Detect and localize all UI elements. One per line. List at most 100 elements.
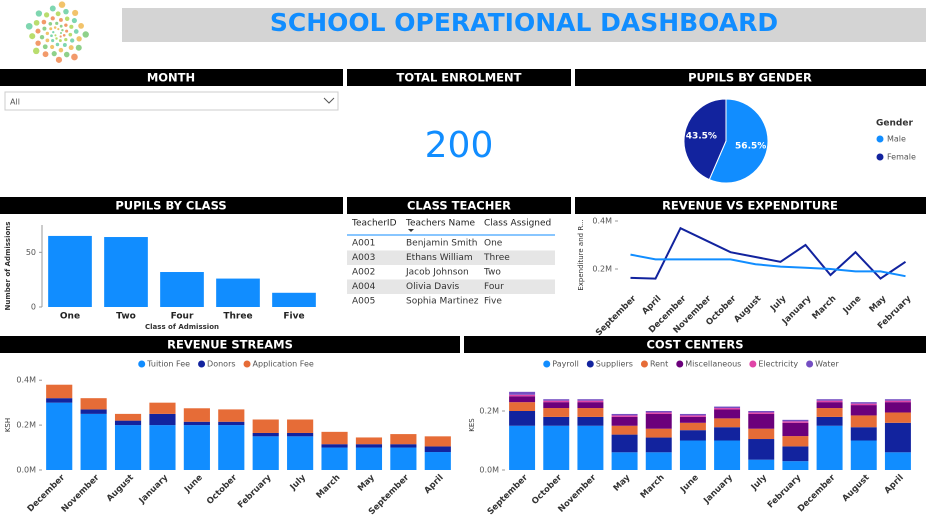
bar-segment bbox=[355, 444, 383, 448]
bar-segment bbox=[611, 434, 638, 453]
bar-segment bbox=[884, 402, 911, 413]
bar-segment bbox=[679, 440, 706, 470]
table-cell: Jacob Johnson bbox=[405, 268, 469, 278]
panel-title: PUPILS BY GENDER bbox=[688, 71, 812, 85]
bar-segment bbox=[850, 427, 877, 441]
bar-segment bbox=[645, 428, 672, 438]
x-tick-label: August bbox=[105, 473, 136, 504]
bar-segment bbox=[714, 409, 741, 419]
bar-segment bbox=[714, 406, 741, 409]
table-cell: Five bbox=[484, 297, 502, 307]
kpi-value: 200 bbox=[425, 125, 494, 166]
logo-dot bbox=[55, 42, 60, 47]
x-tick-label: September bbox=[594, 293, 639, 338]
data-label: 43.5% bbox=[686, 131, 717, 141]
bar-segment bbox=[321, 447, 348, 470]
dashboard-title: SCHOOL OPERATIONAL DASHBOARD bbox=[270, 8, 778, 37]
bar-segment bbox=[645, 452, 672, 470]
bar-segment bbox=[218, 409, 245, 422]
bar-segment bbox=[577, 399, 604, 401]
bar-segment bbox=[509, 394, 536, 397]
logo-dot bbox=[33, 19, 40, 26]
bar-segment bbox=[390, 447, 417, 470]
bar-segment bbox=[424, 446, 451, 453]
y-tick-label: 0.2M bbox=[592, 265, 612, 274]
panel-header bbox=[464, 336, 926, 353]
table-cell: A005 bbox=[352, 297, 375, 307]
month-dropdown[interactable] bbox=[4, 91, 339, 111]
legend-marker bbox=[243, 360, 251, 368]
table-cell: One bbox=[484, 239, 503, 249]
bar-segment bbox=[577, 416, 604, 426]
bar-segment bbox=[816, 408, 843, 417]
bar-segment bbox=[509, 411, 536, 426]
logo-dot bbox=[35, 10, 43, 17]
logo-dot bbox=[55, 21, 59, 25]
bar-segment bbox=[509, 402, 536, 411]
x-tick-label: March bbox=[639, 473, 667, 501]
bar-segment bbox=[149, 402, 176, 414]
legend-marker bbox=[806, 360, 814, 368]
logo-dot bbox=[39, 34, 45, 40]
logo-dot bbox=[76, 36, 82, 42]
bar-segment bbox=[543, 408, 570, 417]
panel-title: TOTAL ENROLMENT bbox=[396, 71, 521, 85]
legend-label: Male bbox=[887, 135, 906, 144]
bar-segment bbox=[46, 402, 73, 470]
logo-dot bbox=[69, 24, 74, 29]
logo-dot bbox=[42, 26, 47, 31]
legend-marker bbox=[876, 135, 884, 143]
legend-marker bbox=[640, 360, 648, 368]
table-cell: A004 bbox=[352, 282, 376, 292]
bar-segment bbox=[114, 425, 142, 470]
table-cell: A003 bbox=[352, 253, 375, 263]
bar-segment bbox=[714, 418, 741, 428]
y-axis-title: Expenditure and R... bbox=[577, 219, 585, 290]
logo-dot bbox=[58, 39, 62, 43]
logo-dot bbox=[68, 32, 73, 37]
bar-segment bbox=[884, 400, 911, 403]
x-tick-label: October bbox=[530, 472, 565, 507]
logo-dot bbox=[71, 53, 78, 61]
x-tick-label: April bbox=[423, 473, 446, 496]
panel-title: CLASS TEACHER bbox=[407, 199, 511, 213]
bar-segment bbox=[645, 413, 672, 429]
bar-segment bbox=[884, 452, 911, 470]
panel-title: REVENUE STREAMS bbox=[167, 338, 293, 352]
bar-segment bbox=[287, 436, 314, 470]
y-tick-label: 0.4M bbox=[16, 376, 36, 385]
x-tick-label: November bbox=[60, 472, 102, 514]
bar-segment bbox=[679, 430, 706, 441]
bar-segment bbox=[645, 412, 672, 414]
bar-segment bbox=[714, 427, 741, 441]
bar-segment bbox=[149, 425, 176, 470]
logo-dot bbox=[64, 23, 68, 27]
panel-title: MONTH bbox=[147, 71, 195, 85]
logo-dot bbox=[42, 51, 49, 58]
logo-dot bbox=[63, 51, 70, 58]
x-tick-label: July bbox=[749, 472, 770, 493]
logo-dot bbox=[64, 16, 70, 21]
bar-segment bbox=[577, 408, 604, 417]
x-tick-label: August bbox=[732, 294, 763, 325]
bar-segment bbox=[679, 416, 706, 423]
table-row-band bbox=[347, 250, 555, 265]
bar-segment bbox=[748, 459, 775, 470]
x-tick-label: Two bbox=[116, 312, 136, 322]
bar-segment bbox=[252, 436, 279, 470]
y-tick-label: 0.0M bbox=[16, 466, 36, 475]
logo-dot bbox=[71, 18, 77, 24]
legend-label: Donors bbox=[207, 360, 235, 369]
legend-label: Rent bbox=[650, 360, 668, 369]
x-tick-label: July bbox=[288, 472, 309, 493]
table-cell: Two bbox=[483, 268, 501, 278]
legend-marker bbox=[198, 360, 206, 368]
table-cell: Four bbox=[484, 282, 504, 292]
x-tick-label: August bbox=[841, 473, 872, 504]
sort-indicator bbox=[408, 229, 414, 232]
x-axis-title: Class of Admission bbox=[145, 323, 219, 331]
legend: Payroll Suppliers Rent Miscellaneous Electri… bbox=[543, 360, 839, 369]
logo-dot bbox=[61, 28, 64, 32]
table-header: Teachers Name bbox=[405, 219, 475, 229]
logo-dot bbox=[25, 22, 33, 30]
